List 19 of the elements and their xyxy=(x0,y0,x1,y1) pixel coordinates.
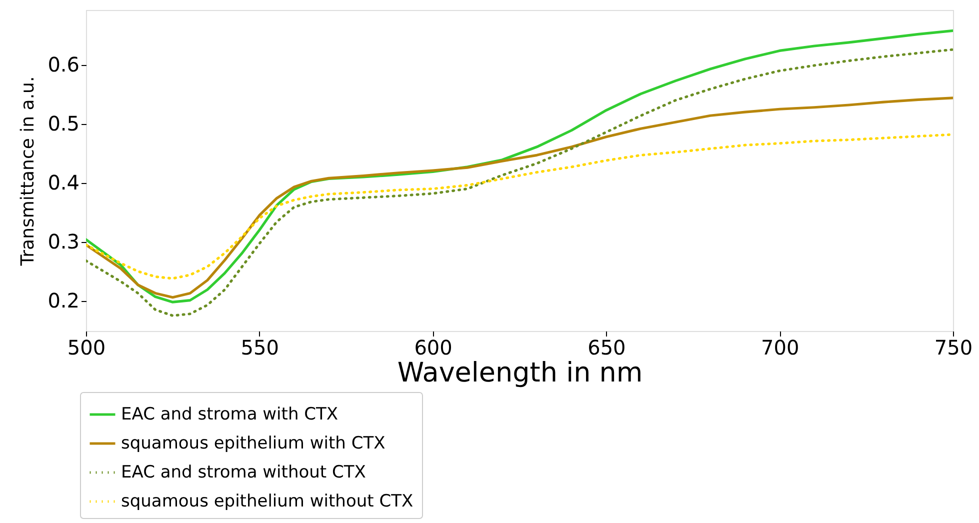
x-tick-label: 550 xyxy=(240,336,279,360)
y-tick-label: 0.3 xyxy=(48,229,80,254)
legend-label: EAC and stroma without CTX xyxy=(121,462,366,482)
line-series xyxy=(86,133,953,280)
y-axis-title: Transmittance in a.u. xyxy=(18,76,39,267)
legend-label: EAC and stroma with CTX xyxy=(121,404,338,424)
y-tick-label: 0.4 xyxy=(48,170,80,194)
x-tick-label: 600 xyxy=(414,336,452,360)
y-tick-label: 0.6 xyxy=(48,52,80,76)
x-tick-label: 500 xyxy=(67,336,106,360)
legend-label: squamous epithelium with CTX xyxy=(121,434,386,454)
y-tick-label: 0.5 xyxy=(48,111,80,136)
line-series xyxy=(86,96,953,299)
x-tick-label: 650 xyxy=(588,336,626,360)
x-axis-title: Wavelength in nm xyxy=(397,358,643,388)
legend-label: squamous epithelium without CTX xyxy=(121,492,414,512)
x-tick-label: 750 xyxy=(934,336,973,360)
y-tick-label: 0.2 xyxy=(48,288,80,312)
x-tick-label: 700 xyxy=(761,336,800,360)
